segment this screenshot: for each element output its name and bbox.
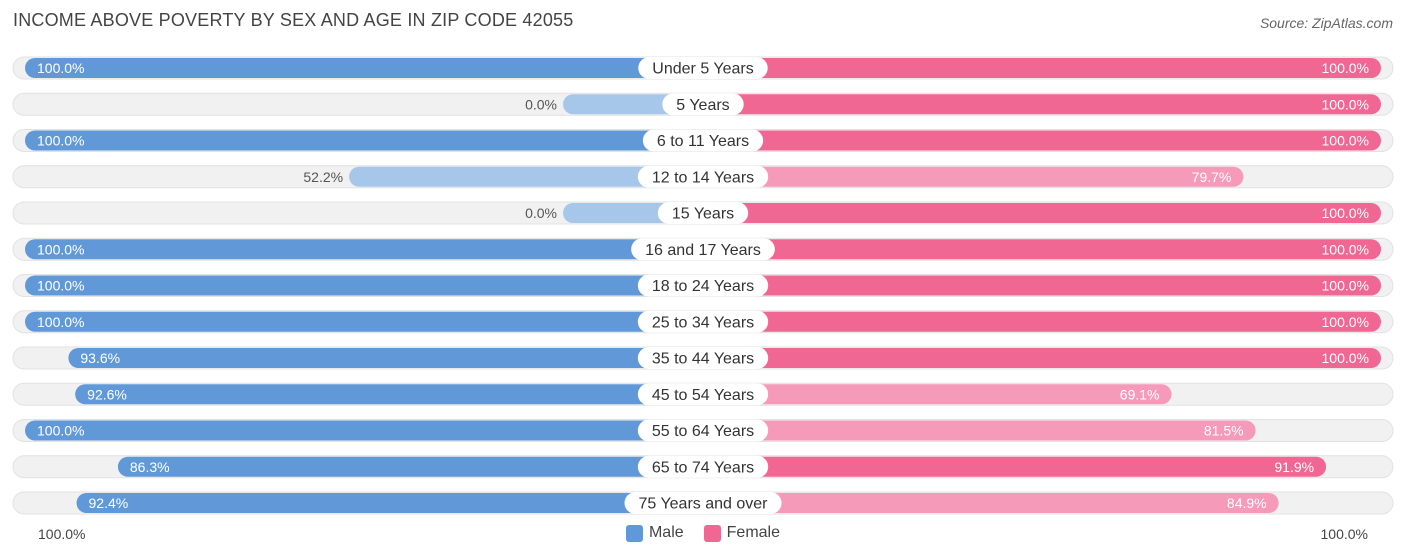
value-label-female: 100.0% xyxy=(1322,241,1369,257)
bar-male xyxy=(25,311,703,332)
category-pill xyxy=(637,419,769,442)
bar-male xyxy=(25,58,703,78)
bar-male xyxy=(25,239,703,260)
bar-male xyxy=(68,348,704,368)
value-label-male: 0.0% xyxy=(525,205,557,221)
value-label-female: 81.5% xyxy=(1204,423,1244,439)
value-label-female: 100.0% xyxy=(1322,350,1369,366)
diverging-bar-chart: Under 5 Years 100.0% 100.0% 5 Years 0.0% 100.… xyxy=(12,56,1394,515)
legend-swatch-male xyxy=(625,524,643,542)
category-label: 16 and 17 Years xyxy=(645,242,761,259)
bar-male xyxy=(25,275,703,296)
category-pill xyxy=(662,93,744,116)
category-pill xyxy=(637,310,769,333)
legend-item-female: Female xyxy=(703,524,781,542)
value-label-female: 100.0% xyxy=(1322,60,1369,76)
source-note: Source: ZipAtlas.com xyxy=(1259,15,1393,31)
value-label-female: 100.0% xyxy=(1322,314,1369,330)
category-pill xyxy=(637,455,769,478)
value-label-male: 100.0% xyxy=(37,60,84,76)
bar-female xyxy=(703,384,1172,405)
value-label-male: 100.0% xyxy=(37,278,84,294)
category-label: 6 to 11 Years xyxy=(657,133,749,150)
category-label: 25 to 34 Years xyxy=(652,314,754,331)
bar-female xyxy=(703,130,1381,151)
category-label: 55 to 64 Years xyxy=(652,423,754,440)
bar-female xyxy=(703,203,1381,223)
category-label: Under 5 Years xyxy=(652,61,753,78)
category-pill xyxy=(624,492,782,514)
category-pill xyxy=(637,165,769,188)
legend-label-female: Female xyxy=(726,524,781,541)
legend-item-male: Male xyxy=(625,524,684,542)
category-pill xyxy=(637,347,769,369)
bar-female xyxy=(703,456,1327,477)
category-pill xyxy=(642,129,764,152)
bar-male xyxy=(349,166,703,187)
value-label-female: 100.0% xyxy=(1322,96,1369,112)
legend: Male Female xyxy=(0,524,1406,542)
chart-title: INCOME ABOVE POVERTY BY SEX AND AGE IN Z… xyxy=(13,10,574,30)
category-pill xyxy=(637,274,769,297)
bar-male xyxy=(75,384,703,405)
value-label-male: 92.6% xyxy=(87,386,127,402)
bar-female xyxy=(703,493,1279,513)
axis-label-right: 100.0% xyxy=(1320,526,1368,542)
bar-female xyxy=(703,239,1381,260)
value-label-female: 91.9% xyxy=(1274,459,1314,475)
bar-female xyxy=(703,348,1381,368)
value-label-male: 100.0% xyxy=(37,314,84,330)
category-pill xyxy=(631,238,775,261)
value-label-female: 79.7% xyxy=(1192,169,1232,185)
value-label-female: 100.0% xyxy=(1322,133,1369,149)
legend-label-male: Male xyxy=(648,524,684,541)
value-label-female: 100.0% xyxy=(1322,278,1369,294)
bar-female xyxy=(703,420,1256,441)
bar-male xyxy=(25,420,703,441)
value-label-female: 100.0% xyxy=(1322,205,1369,221)
category-label: 5 Years xyxy=(676,97,729,114)
value-label-female: 69.1% xyxy=(1120,386,1160,402)
value-label-male: 92.4% xyxy=(89,495,129,511)
axis-label-left: 100.0% xyxy=(38,526,86,542)
category-label: 75 Years and over xyxy=(639,496,769,513)
category-label: 15 Years xyxy=(672,206,734,223)
value-label-female: 84.9% xyxy=(1227,495,1267,511)
category-pill xyxy=(638,57,768,79)
value-label-male: 93.6% xyxy=(80,350,120,366)
bar-male xyxy=(76,493,703,513)
bar-male xyxy=(117,456,704,477)
value-label-male: 100.0% xyxy=(37,241,84,257)
category-label: 12 to 14 Years xyxy=(652,169,754,186)
value-label-male: 100.0% xyxy=(37,133,84,149)
category-label: 45 to 54 Years xyxy=(652,387,754,404)
bar-female xyxy=(703,166,1244,187)
value-label-male: 86.3% xyxy=(130,459,170,475)
category-pill xyxy=(657,202,749,224)
category-pill xyxy=(637,383,769,406)
bar-female xyxy=(703,311,1381,332)
bar-female xyxy=(703,94,1381,115)
category-label: 35 to 44 Years xyxy=(652,351,754,368)
legend-swatch-female xyxy=(703,524,721,542)
bar-female xyxy=(703,58,1381,78)
value-label-male: 100.0% xyxy=(37,423,84,439)
value-label-male: 52.2% xyxy=(303,169,343,185)
bar-female xyxy=(703,275,1381,296)
category-label: 65 to 74 Years xyxy=(652,459,754,476)
category-label: 18 to 24 Years xyxy=(652,278,754,295)
bar-male xyxy=(25,130,703,151)
value-label-male: 0.0% xyxy=(525,96,557,112)
